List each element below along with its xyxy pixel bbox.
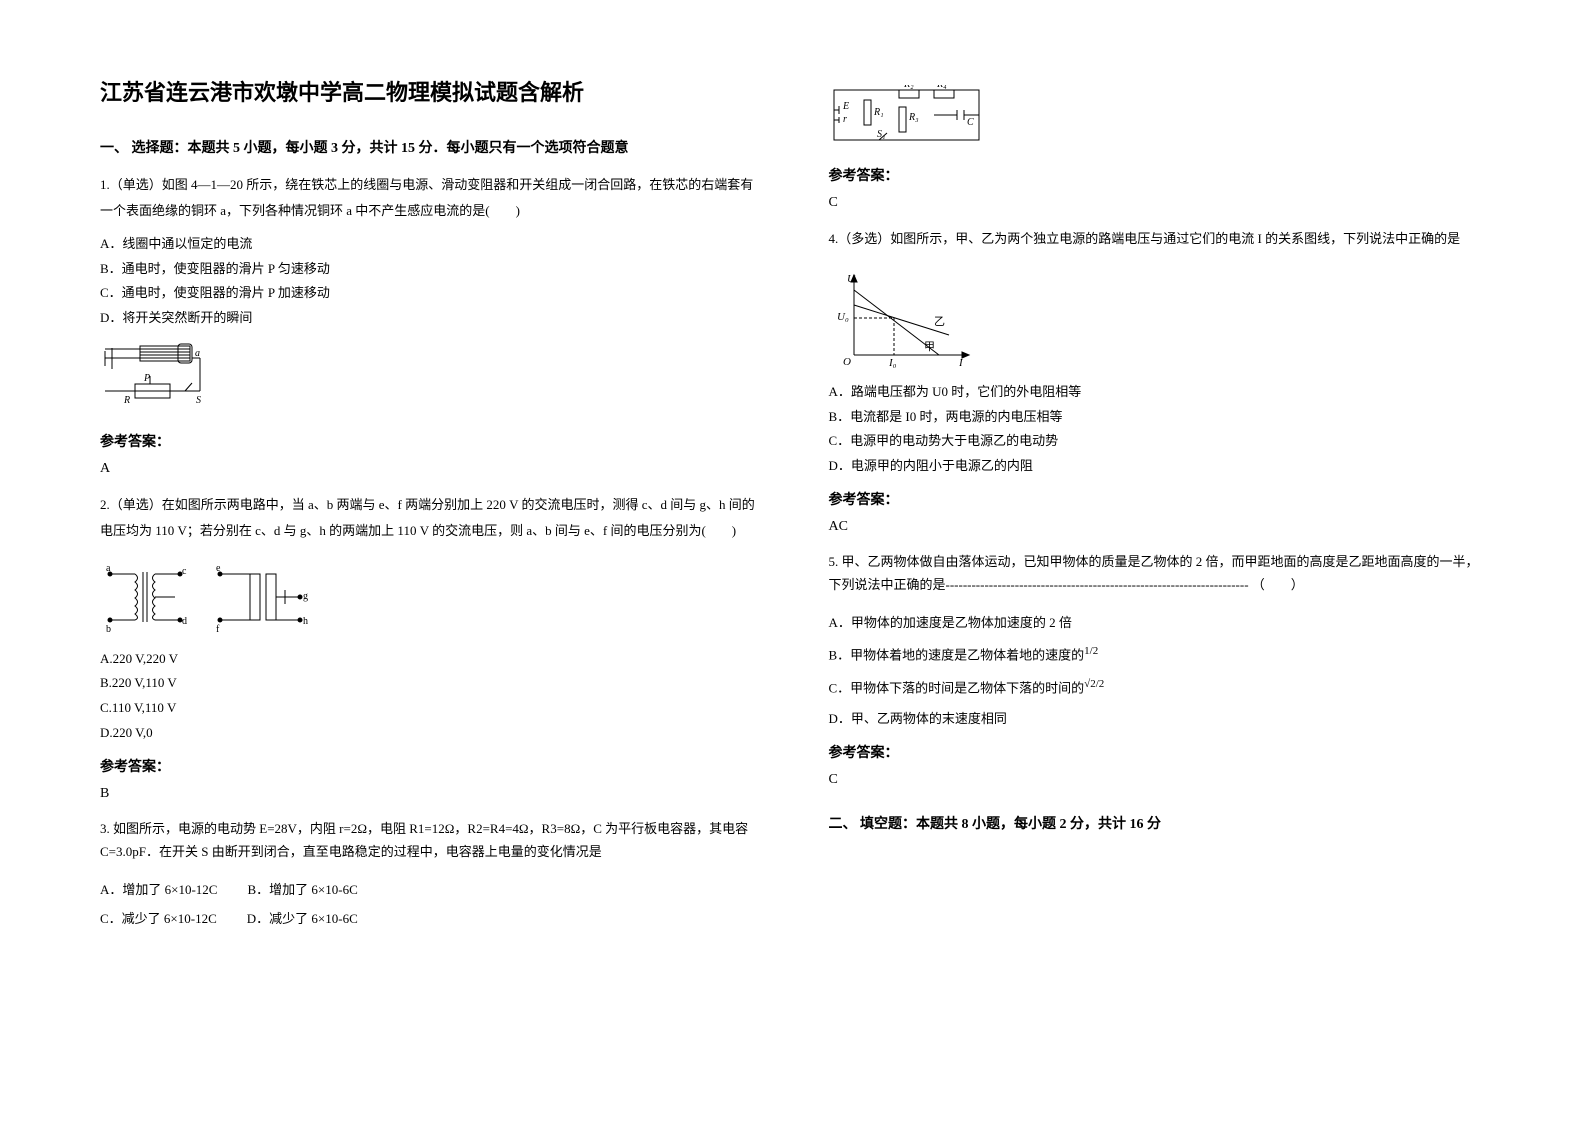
svg-text:U: U — [847, 273, 856, 285]
q3-figure: E r R₁ R₂ R₄ R₃ S₁ C — [829, 85, 1488, 145]
svg-text:e: e — [216, 563, 221, 574]
svg-text:h: h — [303, 616, 308, 627]
svg-text:S₁: S₁ — [877, 129, 885, 140]
q2-text: 2.（单选）在如图所示两电路中，当 a、b 两端与 e、f 两端分别加上 220… — [100, 492, 759, 544]
svg-text:a: a — [106, 563, 111, 574]
q5-optB-text: B．甲物体着地的速度是乙物体着地的速度的 — [829, 648, 1085, 663]
q3-optD: D．减少了 6×10-6C — [247, 908, 358, 927]
q1-optA: A．线圈中通以恒定的电流 — [100, 232, 759, 257]
svg-text:R₁: R₁ — [873, 107, 884, 118]
svg-text:d: d — [182, 616, 187, 627]
circuit-coil-icon: a P S R — [100, 341, 220, 411]
q4-optD: D．电源甲的内阻小于电源乙的内阻 — [829, 454, 1488, 479]
q2-optC: C.110 V,110 V — [100, 696, 759, 721]
q2-answer-label: 参考答案： — [100, 756, 759, 776]
q5-optA: A．甲物体的加速度是乙物体加速度的 2 倍 — [829, 611, 1488, 636]
q4-text: 4.（多选）如图所示，甲、乙为两个独立电源的路端电压与通过它们的电流 I 的关系… — [829, 226, 1488, 252]
right-column: E r R₁ R₂ R₄ R₃ S₁ C 参考答案： C 4.（多选）如图所示，… — [829, 75, 1488, 1047]
svg-text:C: C — [967, 117, 974, 128]
q2-figure: a b c d e f g h — [100, 562, 759, 637]
q1-text: 1.（单选）如图 4—1—20 所示，绕在铁芯上的线圈与电源、滑动变阻器和开关组… — [100, 172, 759, 224]
q2-optD: D.220 V,0 — [100, 721, 759, 746]
q5-optD: D．甲、乙两物体的末速度相同 — [829, 707, 1488, 732]
q1-optB: B．通电时，使变阻器的滑片 P 匀速移动 — [100, 257, 759, 282]
q2-answer: B — [100, 786, 759, 802]
ui-graph-icon: U U₀ O I₀ I 甲 乙 — [829, 270, 979, 370]
q5-optC: C．甲物体下落的时间是乙物体下落的时间的√2/2 — [829, 674, 1488, 701]
svg-text:R₄: R₄ — [936, 85, 947, 90]
svg-text:S: S — [196, 395, 201, 406]
svg-text:R: R — [123, 395, 130, 406]
q4-answer: AC — [829, 519, 1488, 535]
svg-text:E: E — [842, 101, 849, 112]
section1-header: 一、 选择题：本题共 5 小题，每小题 3 分，共计 15 分．每小题只有一个选… — [100, 137, 759, 157]
transformer-icon: a b c d e f g h — [100, 562, 320, 637]
svg-text:b: b — [106, 624, 111, 635]
svg-text:r: r — [843, 114, 847, 125]
q5-answer: C — [829, 772, 1488, 788]
q5-optB-frac: 1/2 — [1084, 645, 1098, 657]
q1-figure: a P S R — [100, 341, 759, 411]
q2-optB: B.220 V,110 V — [100, 671, 759, 696]
svg-text:R₂: R₂ — [903, 85, 914, 90]
q4-optB: B．电流都是 I0 时，两电源的内电压相等 — [829, 405, 1488, 430]
q1-optD: D．将开关突然断开的瞬间 — [100, 306, 759, 331]
q3-options: A．增加了 6×10-12C B．增加了 6×10-6C — [100, 879, 759, 898]
q3-optA: A．增加了 6×10-12C — [100, 879, 217, 898]
svg-text:甲: 甲 — [924, 341, 935, 353]
q3-text: 3. 如图所示，电源的电动势 E=28V，内阻 r=2Ω，电阻 R1=12Ω，R… — [100, 817, 759, 864]
svg-text:乙: 乙 — [934, 315, 945, 328]
svg-text:f: f — [216, 624, 220, 635]
svg-text:I₀: I₀ — [888, 357, 897, 369]
q3-options2: C．减少了 6×10-12C D．减少了 6×10-6C — [100, 908, 759, 927]
q5-optC-frac: √2/2 — [1084, 678, 1104, 690]
svg-text:a: a — [195, 348, 200, 359]
q4-answer-label: 参考答案： — [829, 489, 1488, 509]
page-title: 江苏省连云港市欢墩中学高二物理模拟试题含解析 — [100, 75, 759, 107]
svg-text:c: c — [182, 566, 187, 577]
svg-text:R₃: R₃ — [908, 112, 919, 123]
q5-optC-text: C．甲物体下落的时间是乙物体下落的时间的 — [829, 681, 1085, 696]
q3-answer-label: 参考答案： — [829, 165, 1488, 185]
q1-answer-label: 参考答案： — [100, 431, 759, 451]
circuit-capacitor-icon: E r R₁ R₂ R₄ R₃ S₁ C — [829, 85, 984, 145]
q5-answer-label: 参考答案： — [829, 742, 1488, 762]
left-column: 江苏省连云港市欢墩中学高二物理模拟试题含解析 一、 选择题：本题共 5 小题，每… — [100, 75, 759, 1047]
q1-answer: A — [100, 461, 759, 477]
svg-text:U₀: U₀ — [837, 311, 849, 323]
svg-text:O: O — [843, 356, 851, 368]
q2-optA: A.220 V,220 V — [100, 647, 759, 672]
svg-text:I: I — [958, 357, 964, 369]
q1-optC: C．通电时，使变阻器的滑片 P 加速移动 — [100, 281, 759, 306]
q4-optC: C．电源甲的电动势大于电源乙的电动势 — [829, 429, 1488, 454]
q5-text: 5. 甲、乙两物体做自由落体运动，已知甲物体的质量是乙物体的 2 倍，而甲距地面… — [829, 550, 1488, 597]
q4-figure: U U₀ O I₀ I 甲 乙 — [829, 270, 1488, 370]
q3-optC: C．减少了 6×10-12C — [100, 908, 217, 927]
svg-text:g: g — [303, 591, 308, 602]
section2-header: 二、 填空题：本题共 8 小题，每小题 2 分，共计 16 分 — [829, 813, 1488, 833]
svg-text:P: P — [143, 373, 150, 384]
q3-answer: C — [829, 195, 1488, 211]
q5-optB: B．甲物体着地的速度是乙物体着地的速度的1/2 — [829, 641, 1488, 668]
q4-optA: A．路端电压都为 U0 时，它们的外电阻相等 — [829, 380, 1488, 405]
q3-optB: B．增加了 6×10-6C — [247, 879, 357, 898]
